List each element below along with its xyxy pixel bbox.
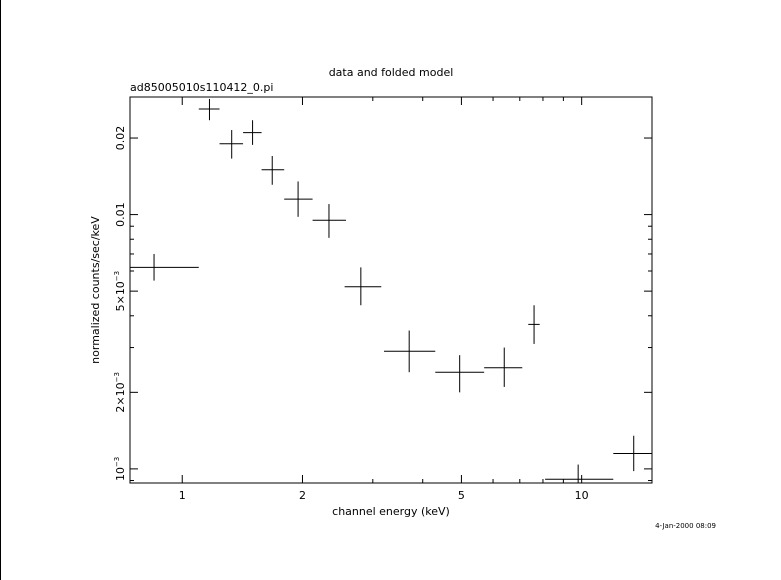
y-tick-label: 0.01 [114,202,127,227]
data-point [243,120,262,145]
x-tick-label: 5 [458,489,465,502]
y-tick-label: 10−3 [113,457,127,481]
y-tick-label: 2×10−3 [113,372,127,413]
data-point [261,155,285,185]
y-tick-label-exponent: −3 [113,271,121,281]
data-point [384,330,436,373]
data-points [130,98,652,483]
data-point [198,98,220,121]
y-tick-label-base: 0.01 [114,202,127,227]
data-point [484,347,523,387]
axis-ticks [130,97,652,483]
y-tick-label-base: 0.02 [114,126,127,151]
y-tick-label-exponent: −3 [113,372,121,382]
x-tick-label: 10 [575,489,589,502]
left-border-line [0,0,1,580]
data-point [613,435,652,472]
chart-subtitle: ad85005010s110412_0.pi [130,81,273,94]
x-axis-label: channel energy (keV) [332,505,450,518]
y-tick-labels: 10−32×10−35×10−30.010.02 [113,126,127,481]
y-axis-label: normalized counts/sec/keV [89,216,102,364]
data-point [435,355,485,393]
x-tick-label: 1 [179,489,186,502]
data-point [284,181,313,217]
data-point [312,204,346,238]
data-point [219,130,244,159]
y-tick-label: 0.02 [114,126,127,151]
data-point [545,464,614,483]
data-point [130,253,199,281]
y-tick-label-base: 5×10 [114,281,127,311]
y-tick-label-base: 10 [114,467,127,481]
data-point [528,305,540,344]
data-point [344,267,382,306]
x-tick-label: 2 [299,489,306,502]
y-tick-label-base: 2×10 [114,382,127,412]
x-tick-labels: 1 2 5 10 [179,489,589,502]
chart-title: data and folded model [329,66,454,79]
y-tick-label: 5×10−3 [113,271,127,312]
y-tick-label-exponent: −3 [113,457,121,467]
timestamp: 4-Jan-2000 08:09 [655,522,716,530]
plot-frame [129,96,653,484]
